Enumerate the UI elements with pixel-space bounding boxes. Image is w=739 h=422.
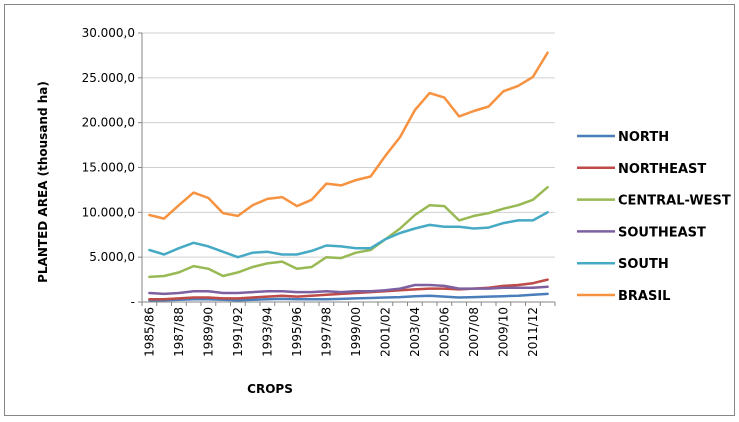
y-axis-label: PLANTED AREA (thousand ha) <box>36 81 50 283</box>
legend-item-northeast: NORTHEAST <box>577 162 706 177</box>
x-tick-label: 2007/08 <box>467 307 481 357</box>
x-tick-label: 1997/98 <box>319 307 333 357</box>
y-tick-label: 20.000,0 <box>82 116 135 130</box>
legend-label: NORTHEAST <box>618 162 706 177</box>
x-tick-label: 1999/00 <box>349 307 363 357</box>
series-line-brasil <box>148 51 549 220</box>
x-tick-label: 1985/86 <box>142 307 156 357</box>
series-line-southeast <box>148 283 549 296</box>
x-axis-ticks: 1985/86 1987/88 1989/90 1991/92 1993/94 1995/… <box>141 302 556 357</box>
x-tick-label: 1991/92 <box>231 307 245 357</box>
x-tick-label: 1989/90 <box>201 307 215 357</box>
legend-label: BRASIL <box>618 289 670 304</box>
series-line-south <box>148 211 549 259</box>
x-tick-label: 2001/02 <box>378 307 392 357</box>
x-tick-label: 2011/12 <box>526 307 540 357</box>
gridlines <box>142 32 555 258</box>
x-tick-label: 1995/96 <box>290 307 304 357</box>
legend-item-central-west: CENTRAL-WEST <box>577 194 731 209</box>
y-tick-label: 10.000,0 <box>82 205 135 219</box>
legend-item-brasil: BRASIL <box>577 289 670 304</box>
legend-label: SOUTH <box>618 257 669 272</box>
x-tick-label: 2009/10 <box>496 307 510 357</box>
legend-label: SOUTHEAST <box>618 225 706 240</box>
series-line-central-west <box>148 185 549 279</box>
x-tick-label: 1987/88 <box>172 307 186 357</box>
legend-item-north: NORTH <box>577 130 669 145</box>
legend: NORTH NORTHEAST CENTRAL-WEST SOUTHEAST SOUTH… <box>577 130 731 304</box>
chart-frame: - 5.000,0 10.000,0 15.000,0 20.000,0 25.000,0… <box>4 4 735 416</box>
y-tick-label: 30.000,0 <box>82 26 135 40</box>
legend-item-southeast: SOUTHEAST <box>577 225 706 240</box>
series-line-north <box>148 292 549 302</box>
line-chart: - 5.000,0 10.000,0 15.000,0 20.000,0 25.000,0… <box>36 26 731 396</box>
x-tick-label: 1993/94 <box>260 307 274 357</box>
series-lines <box>148 51 549 302</box>
legend-label: CENTRAL-WEST <box>618 194 731 209</box>
y-axis-ticks: - 5.000,0 10.000,0 15.000,0 20.000,0 25.000,0… <box>82 26 142 309</box>
x-tick-label: 2003/04 <box>408 307 422 357</box>
y-tick-label: 5.000,0 <box>89 250 135 264</box>
y-tick-label: - <box>131 295 135 309</box>
x-tick-label: 2005/06 <box>437 307 451 357</box>
x-axis-label: CROPS <box>247 382 293 396</box>
legend-label: NORTH <box>618 130 669 145</box>
legend-item-south: SOUTH <box>577 257 669 272</box>
y-tick-label: 25.000,0 <box>82 71 135 85</box>
y-tick-label: 15.000,0 <box>82 161 135 175</box>
